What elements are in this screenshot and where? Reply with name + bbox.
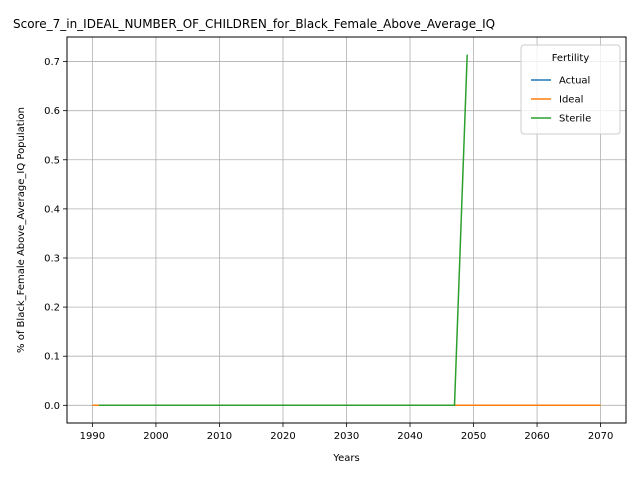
legend-label-ideal: Ideal: [559, 95, 583, 106]
y-tick-label: 0.3: [44, 253, 60, 264]
legend-label-actual: Actual: [559, 76, 590, 87]
y-tick-label: 0.5: [44, 155, 60, 166]
series-line-sterile: [98, 54, 468, 407]
legend-label-sterile: Sterile: [559, 114, 591, 125]
x-tick-label: 2020: [270, 431, 295, 442]
y-axis-label: % of Black_Female Above_Average_IQ Popul…: [16, 107, 27, 353]
x-tick-label: 2040: [397, 431, 422, 442]
axis-ticks: 1990 2000 2010 2020 2030 2040 2050 2060 2070 0.0 0…: [44, 57, 613, 442]
y-tick-label: 0.7: [44, 57, 60, 68]
x-tick-label: 2000: [143, 431, 168, 442]
chart-title: Score_7_in_IDEAL_NUMBER_OF_CHILDREN_for_…: [13, 17, 495, 31]
y-tick-label: 0.6: [44, 106, 60, 117]
x-axis-label: Years: [332, 453, 359, 464]
y-tick-label: 0.4: [44, 204, 60, 215]
legend: Fertility Actual Ideal Sterile: [520, 44, 621, 135]
y-tick-label: 0.1: [44, 352, 60, 363]
legend-title: Fertility: [552, 53, 590, 64]
x-tick-label: 2060: [524, 431, 549, 442]
x-tick-label: 2030: [334, 431, 359, 442]
x-tick-label: 2070: [588, 431, 613, 442]
y-tick-label: 0.0: [44, 401, 60, 412]
x-tick-label: 2010: [207, 431, 232, 442]
y-tick-label: 0.2: [44, 303, 60, 314]
series-layer: [92, 54, 601, 407]
x-tick-label: 1990: [80, 431, 105, 442]
x-tick-label: 2050: [461, 431, 486, 442]
legend-box: [520, 44, 621, 135]
